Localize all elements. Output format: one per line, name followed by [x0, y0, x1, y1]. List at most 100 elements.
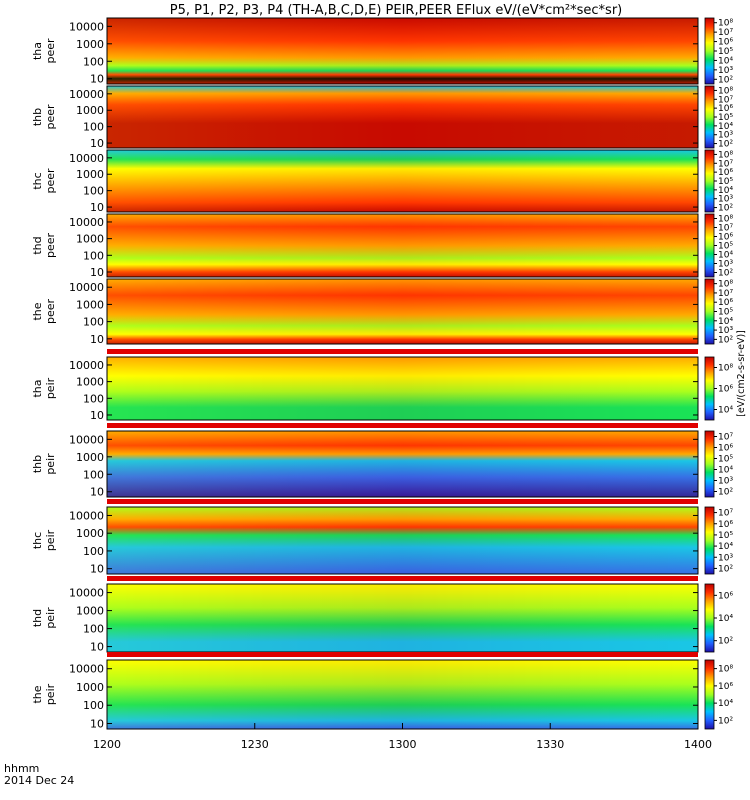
x-tick-label: 1300: [389, 738, 417, 751]
panel-frame: [106, 356, 699, 421]
colorbar-tick-label: 10⁴: [718, 406, 733, 416]
spectrogram-shading: [107, 507, 698, 574]
colorbar-tick-label: 10⁸: [718, 364, 733, 374]
panel-label-line: peer: [44, 299, 57, 325]
panel-frame: [106, 430, 699, 498]
colorbar-tick-label: 10⁷: [718, 289, 733, 299]
colorbar: [704, 430, 715, 498]
y-tick-label: 100: [83, 468, 104, 481]
colorbar-tick-label: 10⁶: [718, 38, 733, 48]
x-axis: 1200 1230 1300 1330 1400: [93, 723, 712, 751]
colorbar-tick-label: 10²: [718, 335, 733, 345]
y-tick-label: 10000: [69, 587, 104, 600]
x-tick-label: 1200: [93, 738, 121, 751]
x-axis-date: 2014 Dec 24: [4, 774, 74, 787]
spectrogram-shading: [107, 357, 698, 420]
colorbar-tick-label: 10⁷: [718, 224, 733, 234]
panel-label-line: thb: [31, 455, 44, 473]
y-tick-label: 1000: [76, 605, 104, 618]
y-tick-label: 10: [90, 137, 104, 150]
panel-gap-band: [107, 652, 698, 657]
panel-gap-band: [107, 349, 698, 354]
y-tick-label: 10000: [69, 663, 104, 676]
colorbar-tick-label: 10⁶: [718, 591, 733, 601]
panel-label-line: peir: [44, 683, 57, 705]
spectrogram-shading: [107, 279, 698, 344]
spectrogram-shading: [107, 214, 698, 277]
colorbar-tick-label: 10⁶: [718, 520, 733, 530]
colorbar-tick-label: 10⁸: [718, 665, 733, 675]
colorbar-tick-label: 10⁷: [718, 433, 733, 443]
colorbar-tick-label: 10⁵: [718, 455, 733, 465]
y-tick-label: 10: [90, 409, 104, 422]
y-tick-label: 100: [83, 623, 104, 636]
colorbar-tick-label: 10⁶: [718, 444, 733, 454]
panel-gap-band: [107, 423, 698, 428]
y-tick-label: 1000: [76, 233, 104, 246]
y-tick-label: 10: [90, 201, 104, 214]
y-tick-label: 100: [83, 545, 104, 558]
y-tick-label: 1000: [76, 451, 104, 464]
y-tick-label: 1000: [76, 527, 104, 540]
colorbar-tick-label: 10²: [718, 75, 733, 85]
panel-label-line: the: [31, 302, 44, 320]
colorbar-unit-label: [eV/(cm2-s-sr-eV)]: [736, 330, 747, 417]
y-tick-label: 10: [90, 641, 104, 654]
panel-2: 10 100 1000 10000 thbpeer 10²10³10⁴10⁵10⁶10⁷1…: [31, 85, 733, 150]
panel-label: thdpeir: [31, 607, 57, 629]
panel-label: thdpeer: [31, 233, 57, 259]
panel-label-line: thd: [31, 609, 44, 627]
y-tick-label: 1000: [76, 168, 104, 181]
panel-frame: [106, 506, 699, 575]
colorbar-tick-label: 10⁴: [718, 56, 733, 66]
panel-frame: [106, 278, 699, 345]
x-axis-label: hhmm: [4, 762, 39, 775]
colorbar-tick-label: 10⁵: [718, 242, 733, 252]
colorbar-tick-label: 10³: [718, 131, 733, 141]
x-tick-label: 1400: [684, 738, 712, 751]
panel-label: thapeir: [31, 377, 57, 399]
y-tick-label: 10000: [69, 88, 104, 101]
y-tick-label: 10: [90, 486, 104, 499]
colorbar-tick-label: 10⁵: [718, 308, 733, 318]
panel-label-line: peir: [44, 607, 57, 629]
colorbar-tick-label: 10⁶: [718, 298, 733, 308]
y-tick-label: 1000: [76, 298, 104, 311]
panel-label-line: peer: [44, 38, 57, 64]
panel-label-line: the: [31, 685, 44, 703]
colorbar-tick-label: 10⁴: [718, 251, 733, 261]
y-tick-label: 100: [83, 185, 104, 198]
colorbar-tick-label: 10⁵: [718, 113, 733, 123]
panel-gap-band: [107, 499, 698, 504]
colorbar-tick-label: 10³: [718, 260, 733, 270]
panel-4: 10 100 1000 10000 thdpeer 10²10³10⁴10⁵10⁶10⁷1…: [31, 213, 733, 279]
y-tick-label: 10000: [69, 216, 104, 229]
panel-10: 10 100 1000 10000 thepeir 10² 10⁴ 10⁶ 10⁸: [31, 652, 733, 731]
panel-label-line: peir: [44, 453, 57, 475]
spectrogram-shading: [107, 660, 698, 729]
colorbar-tick-label: 10⁵: [718, 531, 733, 541]
colorbar: [704, 17, 715, 85]
panel-3: 10 100 1000 10000 thcpeer 10²10³10⁴10⁵10⁶10⁷1…: [31, 149, 733, 214]
y-tick-label: 10000: [69, 359, 104, 372]
colorbar-tick-label: 10⁴: [718, 186, 733, 196]
panel-9: 10 100 1000 10000 thdpeir 10² 10⁴ 10⁶: [31, 576, 733, 654]
colorbar-tick-label: 10³: [718, 553, 733, 563]
colorbar-tick-label: 10⁶: [718, 104, 733, 114]
colorbar-tick-label: 10³: [718, 66, 733, 76]
colorbar-tick-label: 10⁶: [718, 233, 733, 243]
panel-gap-band: [107, 576, 698, 581]
colorbar: [704, 659, 715, 730]
panel-frame: [106, 149, 699, 213]
y-tick-label: 10: [90, 563, 104, 576]
panel-label: thepeir: [31, 683, 57, 705]
colorbar-tick-label: 10²: [718, 488, 733, 498]
panel-label: thcpeer: [31, 168, 57, 194]
panel-5: 10 100 1000 10000 thepeer 10²10³10⁴10⁵10⁶10⁷1…: [31, 278, 733, 346]
y-tick-label: 100: [83, 121, 104, 134]
panel-6: 10 100 1000 10000 thapeir 10⁴ 10⁶ 10⁸: [31, 349, 733, 422]
colorbar-tick-label: 10³: [718, 326, 733, 336]
panels-group: 10100100010000thapeer10²10³10⁴10⁵10⁶10⁷1…: [31, 17, 747, 731]
panel-label-line: peir: [44, 529, 57, 551]
